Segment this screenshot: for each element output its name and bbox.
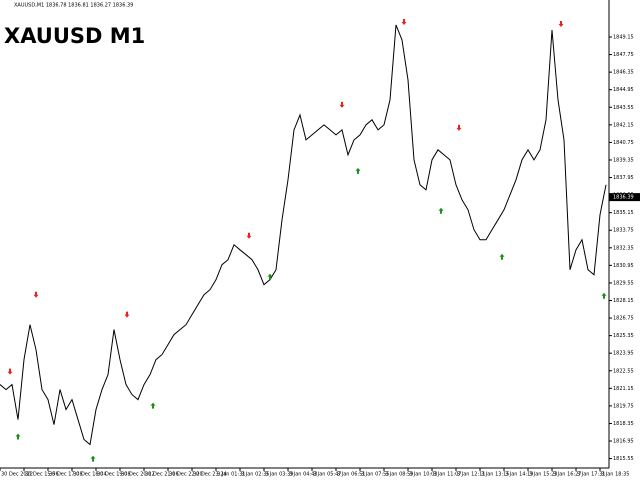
x-tick-label: 30 Dec 15:56 <box>25 472 59 478</box>
x-tick-label: 3 Jan 13:15 <box>481 472 509 478</box>
buy-arrow <box>15 433 21 440</box>
y-tick-label: 1816.95 <box>613 439 634 445</box>
x-tick-label: 30 Dec 22:20 <box>169 472 203 478</box>
x-tick-label: 3 Jan 01:31 <box>217 472 245 478</box>
sell-arrow <box>33 291 39 298</box>
buy-arrow <box>90 455 96 462</box>
x-tick-label: 30 Dec 17:08 <box>49 472 83 478</box>
sell-arrow <box>401 18 407 25</box>
y-tick-label: 1821.15 <box>613 386 634 392</box>
chart-header: XAUUSD,M1 1836.78 1836.81 1836.27 1836.3… <box>14 3 133 9</box>
x-tick-label: 30 Dec 18:04 <box>73 472 107 478</box>
buy-arrow <box>499 253 505 260</box>
y-tick-label: 1829.55 <box>613 280 634 286</box>
y-tick-label: 1825.35 <box>613 333 634 339</box>
x-tick-label: 3 Jan 18:35 <box>601 472 629 478</box>
x-tick-label: 3 Jan 06:51 <box>337 472 365 478</box>
x-tick-label: 3 Jan 05:47 <box>313 472 341 478</box>
x-tick-label: 3 Jan 08:59 <box>385 472 413 478</box>
x-tick-label: 3 Jan 16:27 <box>553 472 581 478</box>
y-tick-label: 1830.95 <box>613 263 634 269</box>
y-tick-label: 1835.15 <box>613 210 634 216</box>
y-tick-label: 1815.55 <box>613 456 634 462</box>
x-tick-label: 30 Dec 21:16 <box>145 472 179 478</box>
x-tick-label: 3 Jan 12:11 <box>457 472 485 478</box>
sell-arrow <box>339 101 345 108</box>
x-tick-label: 3 Jan 14:19 <box>505 472 533 478</box>
sell-arrow <box>246 232 252 239</box>
sell-arrow <box>7 368 13 375</box>
last-price-label: 1836.39 <box>613 195 634 201</box>
x-tick-label: 30 Dec 19:08 <box>97 472 131 478</box>
chart-title: XAUUSD M1 <box>4 24 145 48</box>
sell-arrow <box>124 311 130 318</box>
x-tick-label: 3 Jan 11:07 <box>433 472 461 478</box>
y-tick-label: 1843.55 <box>613 105 634 111</box>
y-tick-label: 1818.35 <box>613 421 634 427</box>
x-tick-label: 3 Jan 03:39 <box>265 472 293 478</box>
x-tick-label: 3 Jan 17:31 <box>577 472 605 478</box>
y-tick-label: 1837.95 <box>613 175 634 181</box>
y-tick-label: 1833.75 <box>613 228 634 234</box>
y-tick-label: 1826.75 <box>613 316 634 322</box>
buy-arrow <box>150 402 156 409</box>
y-tick-label: 1832.35 <box>613 245 634 251</box>
y-tick-label: 1842.15 <box>613 122 634 128</box>
x-tick-label: 3 Jan 07:55 <box>361 472 389 478</box>
x-tick-label: 3 Jan 02:35 <box>241 472 269 478</box>
x-tick-label: 30 Dec 20:12 <box>121 472 155 478</box>
sell-arrow <box>456 124 462 131</box>
price-line <box>0 24 607 446</box>
buy-arrow <box>438 207 444 214</box>
y-tick-label: 1822.55 <box>613 368 634 374</box>
y-tick-label: 1839.35 <box>613 157 634 163</box>
y-tick-label: 1849.15 <box>613 35 634 41</box>
x-tick-label: 30 Dec 23:24 <box>193 472 227 478</box>
x-tick-label: 30 Dec 2022 <box>1 472 33 478</box>
x-tick-label: 3 Jan 15:23 <box>529 472 557 478</box>
y-tick-label: 1823.95 <box>613 351 634 357</box>
x-tick-label: 3 Jan 04:43 <box>289 472 317 478</box>
sell-arrow <box>558 20 564 27</box>
y-tick-label: 1847.75 <box>613 52 634 58</box>
buy-arrow <box>355 167 361 174</box>
y-tick-label: 1828.15 <box>613 298 634 304</box>
buy-arrow <box>601 292 607 299</box>
y-tick-label: 1846.35 <box>613 70 634 76</box>
last-price-box <box>609 193 640 202</box>
y-tick-label: 1844.95 <box>613 87 634 93</box>
y-tick-label: 1819.75 <box>613 403 634 409</box>
y-tick-label: 1840.75 <box>613 140 634 146</box>
x-tick-label: 3 Jan 10:03 <box>409 472 437 478</box>
buy-arrow <box>267 273 273 280</box>
